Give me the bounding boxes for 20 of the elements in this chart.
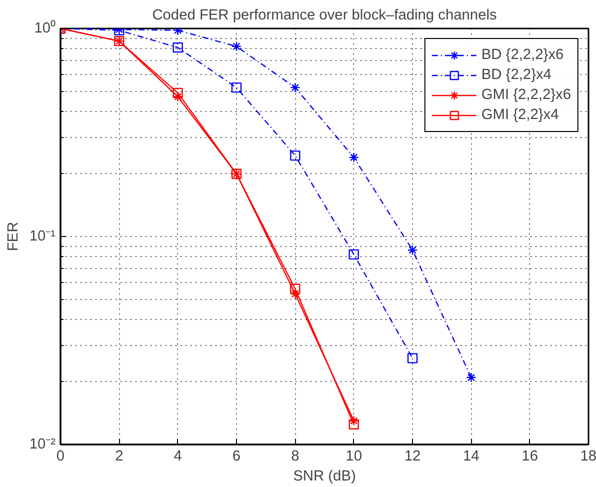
y-tick-label: 10⁻² [29,436,56,452]
legend-label: GMI {2,2}x4 [481,107,559,123]
y-tick-label: 10⁰ [34,20,56,36]
legend-label: GMI {2,2,2}x6 [481,87,571,103]
x-tick-label: 4 [174,448,182,464]
x-tick-label: 8 [291,448,300,464]
x-tick-label: 14 [463,448,480,464]
x-tick-label: 0 [56,448,65,464]
x-tick-label: 6 [232,448,241,464]
x-tick-label: 10 [346,448,362,464]
y-axis-title: FER [5,222,22,252]
x-tick-label: 18 [580,448,596,464]
legend-label: BD {2,2,2}x6 [481,47,564,63]
x-tick-label: 2 [115,448,124,464]
chart-title: Coded FER performance over block–fading channels [152,8,497,24]
legend-label: BD {2,2}x4 [481,67,552,83]
x-axis-title: SNR (dB) [293,468,356,484]
y-tick-label: 10⁻¹ [29,228,56,244]
x-tick-label: 12 [404,448,421,464]
x-tick-label: 16 [522,448,538,464]
